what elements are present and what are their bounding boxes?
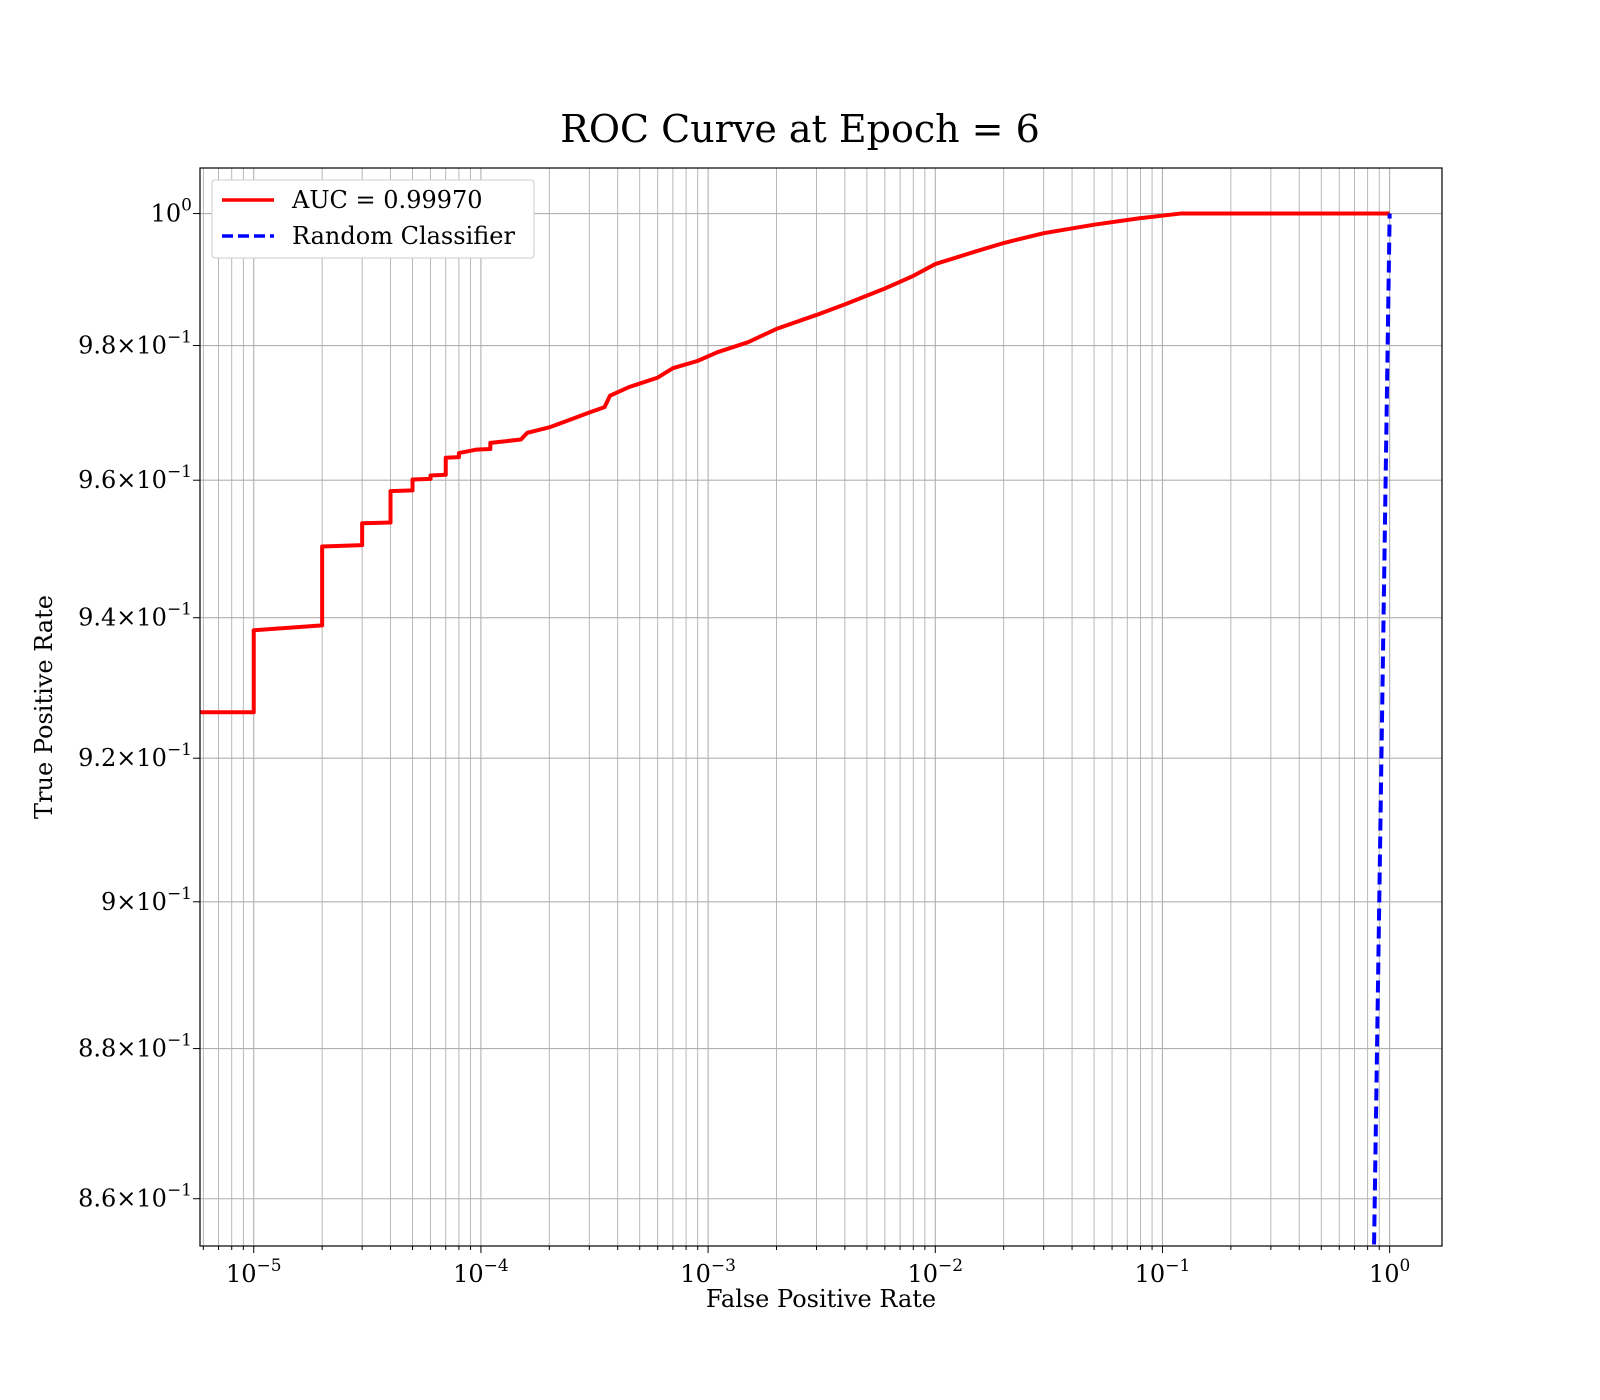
legend: AUC = 0.99970 Random Classifier — [211, 179, 535, 259]
legend-box — [211, 179, 535, 259]
y-tick-label: 9.8×10−1 — [78, 328, 192, 360]
y-axis-label: True Positive Rate — [30, 595, 58, 819]
y-tick-label: 9.2×10−1 — [78, 740, 192, 772]
random-classifier-line — [1372, 213, 1392, 1246]
x-tick-label: 10−2 — [907, 1256, 963, 1288]
legend-label-roc: AUC = 0.99970 — [291, 186, 483, 214]
y-tick-label: 9.6×10−1 — [78, 462, 192, 494]
plot-frame — [199, 167, 1443, 1247]
series-group — [200, 211, 1392, 1246]
y-tick-label: 8.8×10−1 — [78, 1031, 192, 1063]
roc-curve-line — [200, 211, 1390, 715]
legend-label-random: Random Classifier — [292, 222, 515, 250]
chart-title: ROC Curve at Epoch = 6 — [560, 107, 1040, 151]
x-tick-label: 10−5 — [226, 1256, 282, 1288]
y-tick-labels: 100 9.8×10−1 9.6×10−1 9.4×10−1 9.2×10−1 9×10−… — [78, 196, 192, 1213]
x-axis-label: False Positive Rate — [706, 1285, 936, 1313]
x-tick-label: 10−3 — [680, 1256, 736, 1288]
y-tick-label: 9.4×10−1 — [78, 600, 192, 632]
x-tick-label: 100 — [1369, 1256, 1410, 1288]
y-tick-label: 100 — [151, 196, 192, 228]
x-tick-labels: 10−5 10−4 10−3 10−2 10−1 100 — [226, 1256, 1410, 1288]
x-tick-label: 10−1 — [1135, 1256, 1191, 1288]
x-tick-label: 10−4 — [453, 1256, 509, 1288]
grid-lines — [193, 168, 1442, 1253]
y-tick-label: 8.6×10−1 — [78, 1181, 192, 1213]
y-tick-label: 9×10−1 — [101, 884, 192, 916]
